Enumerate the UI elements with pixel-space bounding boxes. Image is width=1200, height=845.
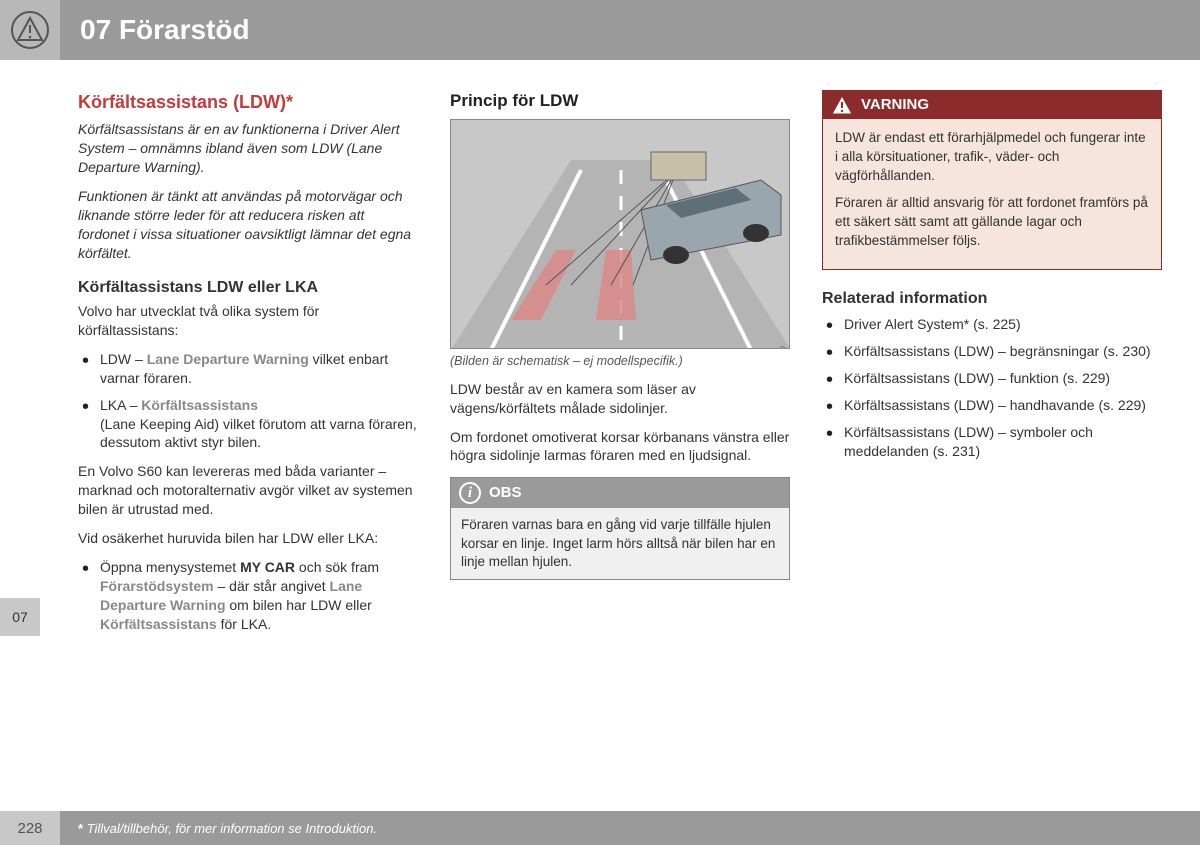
warning-box: VARNING LDW är endast ett förarhjälpmede… [822,90,1162,270]
list-item: Körfältsassistans (LDW) – begränsningar … [822,342,1162,361]
warning-title: VARNING [861,95,929,115]
subsection-heading: Körfältassistans LDW eller LKA [78,277,418,299]
ldw-schematic-figure: G046269 [450,119,790,349]
paragraph: Volvo har utvecklat två olika system för… [78,302,418,340]
list-item: LDW – Lane Departure Warning vilket enba… [78,350,418,388]
bullet-list: Öppna menysystemet MY CAR och sök fram F… [78,558,418,634]
related-info-list: Driver Alert System* (s. 225) Körfältsas… [822,315,1162,460]
side-chapter-tab: 07 [0,598,40,636]
warning-header: VARNING [823,91,1161,119]
figure-caption: (Bilden är schematisk – ej modellspecifi… [450,353,790,370]
list-item: Körfältsassistans (LDW) – funktion (s. 2… [822,369,1162,388]
section-heading: Körfältsassistans (LDW)* [78,90,418,114]
obs-note-box: i OBS Föraren varnas bara en gång vid va… [450,477,790,580]
warning-body: LDW är endast ett förarhjälpmedel och fu… [823,119,1161,268]
intro-paragraph-1: Körfältsassistans är en av funktionerna … [78,120,418,177]
paragraph: LDW består av en kamera som läser av väg… [450,380,790,418]
obs-body: Föraren varnas bara en gång vid varje ti… [451,508,789,579]
list-item: LKA – Körfältsassistans (Lane Keeping Ai… [78,396,418,453]
related-info-heading: Relaterad information [822,288,1162,310]
chapter-name: Förarstöd [119,14,250,45]
chapter-title: 07 Förarstöd [80,14,250,46]
info-icon: i [459,482,481,504]
paragraph: Vid osäkerhet huruvida bilen har LDW ell… [78,529,418,548]
chapter-number: 07 [80,14,111,45]
column-3: VARNING LDW är endast ett förarhjälpmede… [822,90,1162,643]
list-item: Driver Alert System* (s. 225) [822,315,1162,334]
page-footer: 228 * Tillval/tillbehör, för mer informa… [0,811,1200,845]
paragraph: Om fordonet omotiverat korsar körbanans … [450,428,790,466]
list-item: Körfältsassistans (LDW) – handhavande (s… [822,396,1162,415]
page-header: 07 Förarstöd [0,0,1200,60]
bullet-list: LDW – Lane Departure Warning vilket enba… [78,350,418,452]
footer-note: * Tillval/tillbehör, för mer information… [60,821,377,836]
list-item: Öppna menysystemet MY CAR och sök fram F… [78,558,418,634]
intro-paragraph-2: Funktionen är tänkt att användas på moto… [78,187,418,263]
warning-paragraph: Föraren är alltid ansvarig för att fordo… [835,194,1149,251]
paragraph: En Volvo S60 kan levereras med båda vari… [78,462,418,519]
page-content: Körfältsassistans (LDW)* Körfältsassista… [0,60,1200,643]
figure-id-label: G046269 [780,346,787,349]
column-heading: Princip för LDW [450,90,790,113]
warning-paragraph: LDW är endast ett förarhjälpmedel och fu… [835,129,1149,186]
obs-header: i OBS [451,478,789,508]
column-2: Princip för LDW [450,90,790,643]
warning-icon [831,95,853,115]
page-number: 228 [0,811,60,845]
column-1: Körfältsassistans (LDW)* Körfältsassista… [78,90,418,643]
warning-triangle-icon [0,0,60,60]
obs-title: OBS [489,483,522,503]
list-item: Körfältsassistans (LDW) – symboler och m… [822,423,1162,461]
